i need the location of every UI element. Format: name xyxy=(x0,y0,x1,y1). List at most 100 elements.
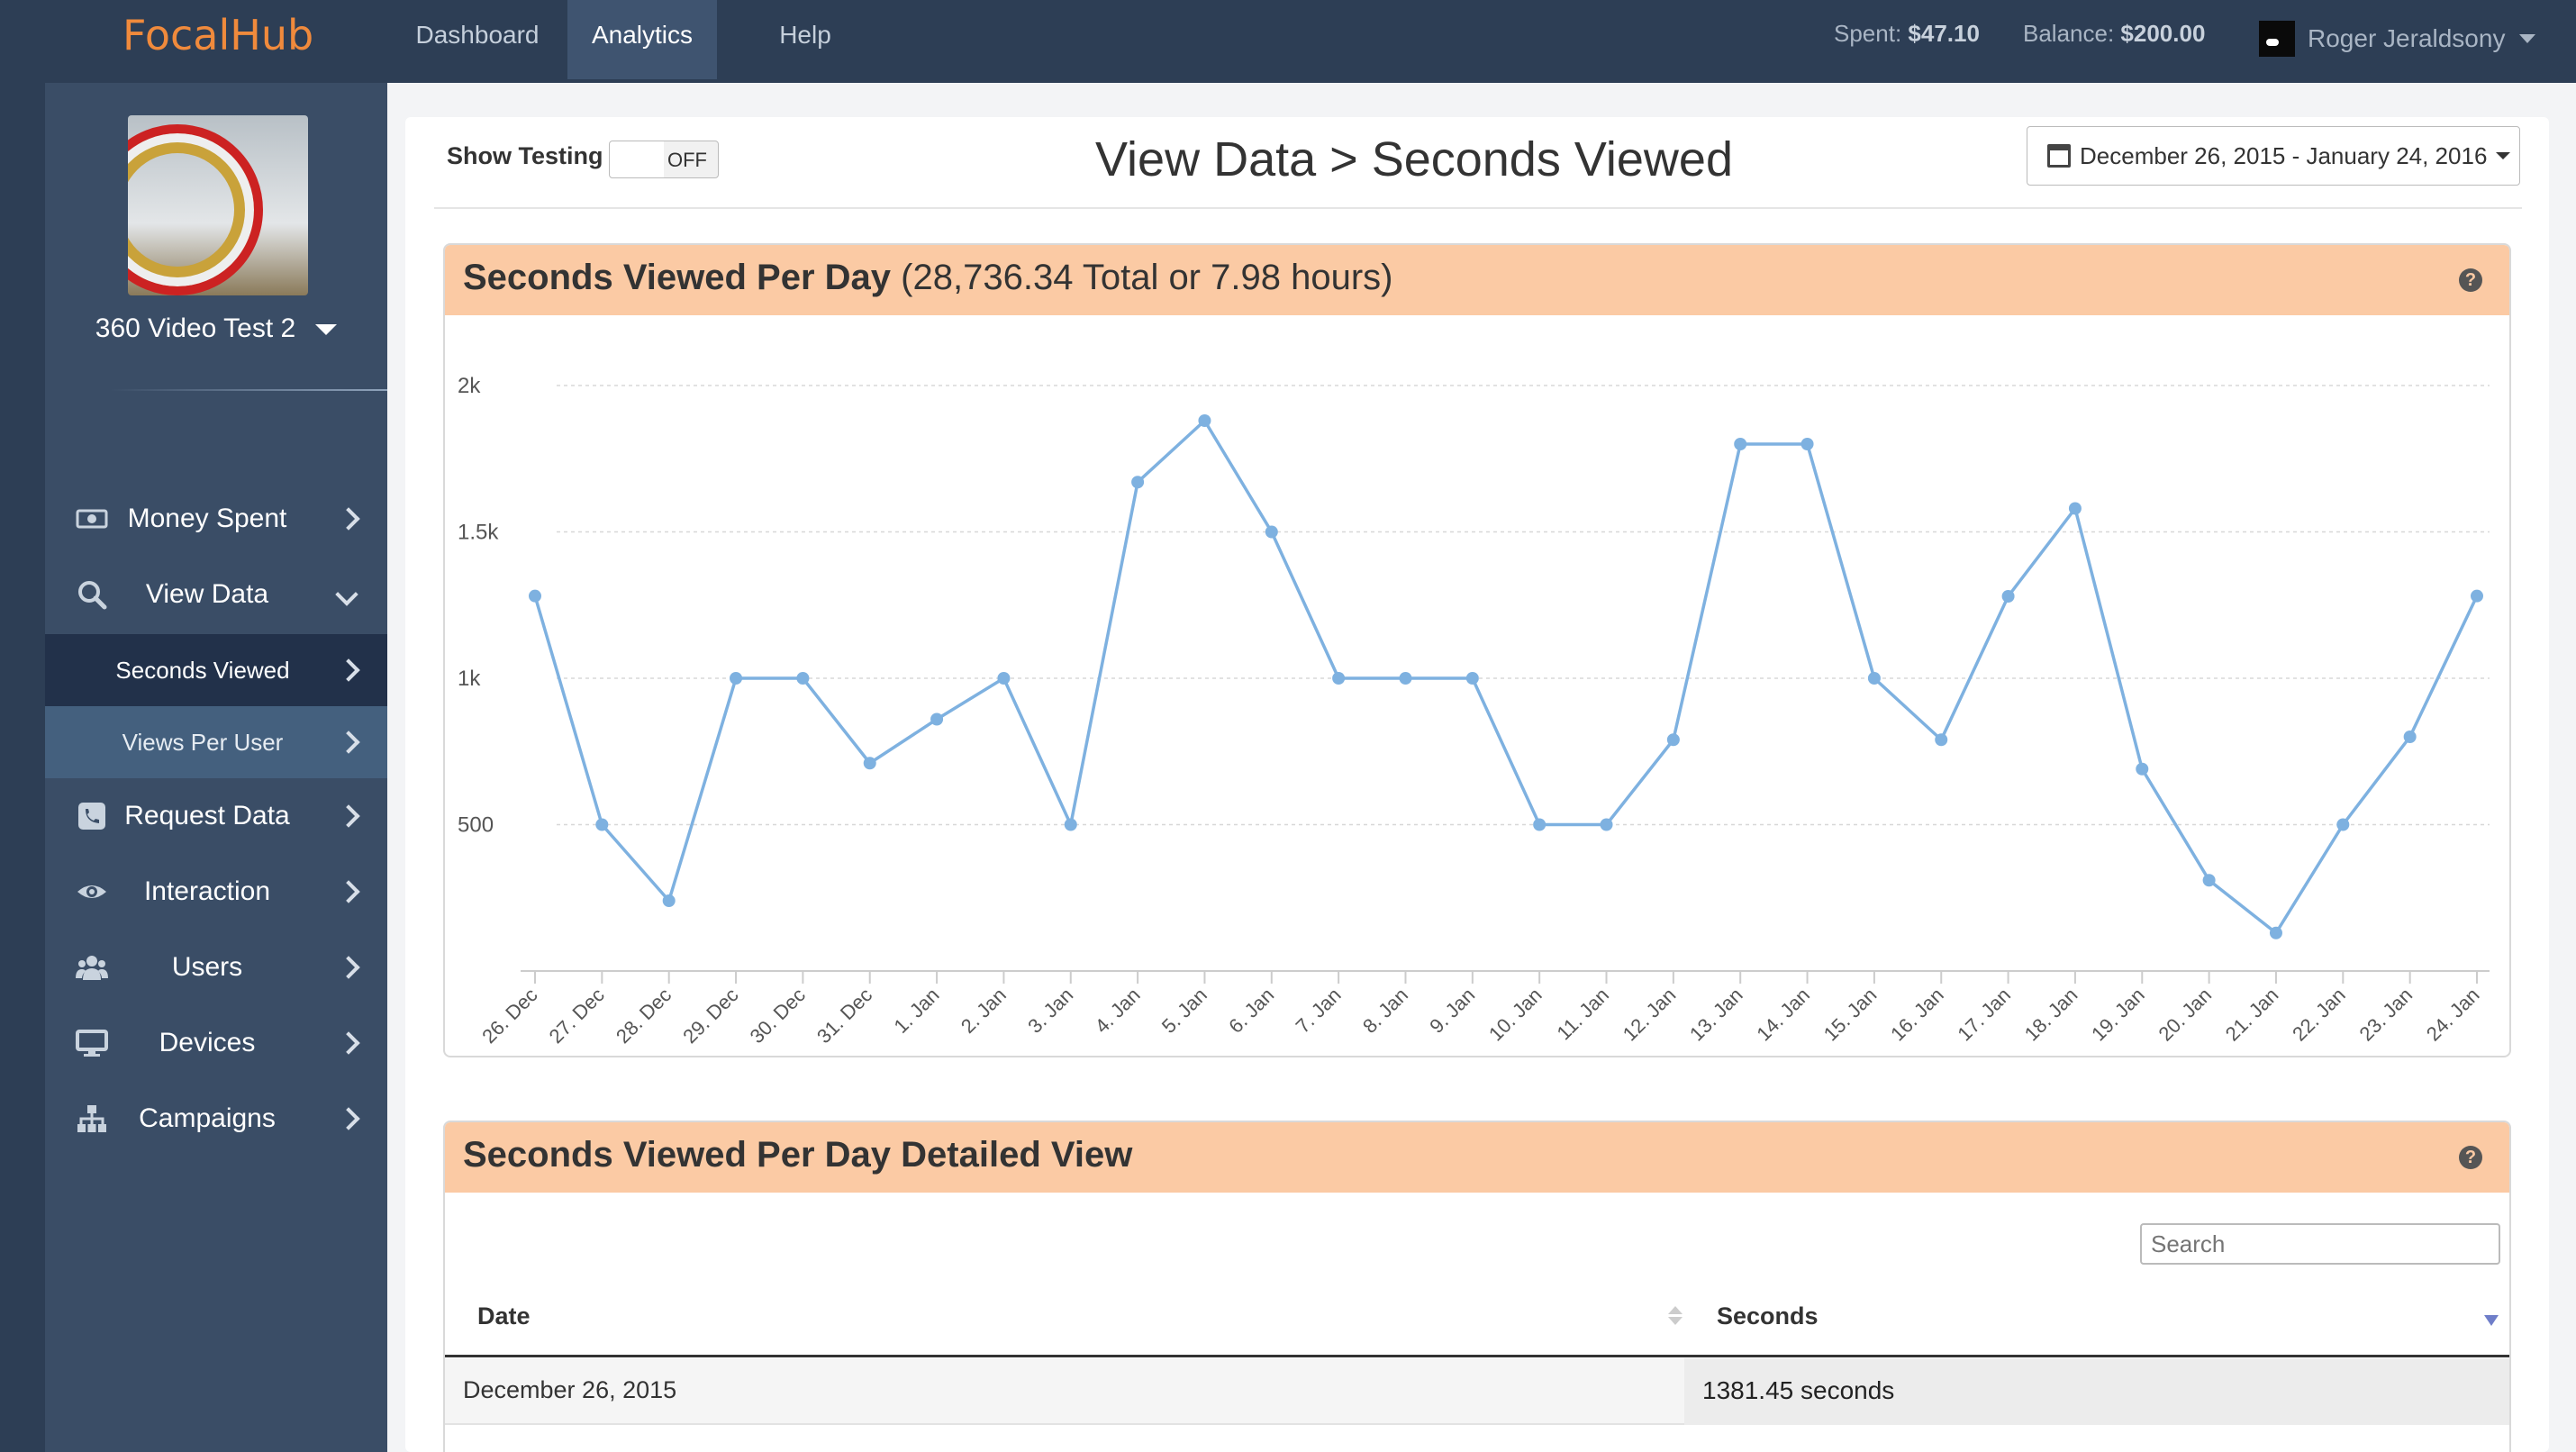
sidebar-item-request-data[interactable]: Request Data xyxy=(45,780,387,852)
data-point[interactable] xyxy=(662,894,676,907)
chevron-down-icon xyxy=(315,324,338,336)
data-point[interactable] xyxy=(1734,438,1747,450)
chart-panel-header: Seconds Viewed Per Day (28,736.34 Total … xyxy=(445,245,2509,315)
data-point[interactable] xyxy=(930,712,944,726)
sidebar-subitem-views-per-user[interactable]: Views Per User xyxy=(45,706,387,778)
data-point[interactable] xyxy=(2269,926,2282,939)
user-name: Roger Jeraldsony xyxy=(2308,24,2506,52)
sidebar-subitem-seconds-viewed[interactable]: Seconds Viewed xyxy=(45,634,387,706)
sidebar-item-label: View Data xyxy=(145,579,269,609)
x-tick-label: 19. Jan xyxy=(2087,984,2149,1046)
nav-tab-analytics[interactable]: Analytics xyxy=(567,0,717,79)
sidebar-item-label: Request Data xyxy=(124,801,290,830)
sidebar-item-campaigns[interactable]: Campaigns xyxy=(45,1083,387,1155)
spent-display: Spent: $47.10 xyxy=(1834,20,1980,48)
x-tick-label: 23. Jan xyxy=(2354,984,2417,1046)
data-point[interactable] xyxy=(1198,414,1211,427)
table-panel: Seconds Viewed Per Day Detailed View ? D… xyxy=(443,1121,2511,1452)
sidebar-item-label: Users xyxy=(171,952,243,982)
sidebar-item-devices[interactable]: Devices xyxy=(45,1007,387,1079)
data-point[interactable] xyxy=(1265,525,1278,539)
sort-desc-icon[interactable] xyxy=(1668,1317,1683,1325)
x-tick-label: 12. Jan xyxy=(1619,984,1681,1046)
x-tick-label: 27. Dec xyxy=(545,984,609,1048)
project-thumbnail xyxy=(128,115,308,295)
x-tick-label: 21. Jan xyxy=(2221,984,2283,1046)
data-point[interactable] xyxy=(796,672,810,685)
table-panel-header: Seconds Viewed Per Day Detailed View ? xyxy=(445,1122,2509,1193)
y-tick-label: 2k xyxy=(458,374,481,398)
x-tick-label: 5. Jan xyxy=(1157,984,1211,1038)
desktop-icon xyxy=(76,1030,108,1057)
data-point[interactable] xyxy=(2336,818,2350,831)
help-icon[interactable]: ? xyxy=(2459,1146,2482,1169)
column-header-seconds[interactable]: Seconds xyxy=(1717,1302,1819,1329)
data-point[interactable] xyxy=(2001,590,2015,603)
sort-desc-active-icon[interactable] xyxy=(2484,1315,2499,1326)
data-point[interactable] xyxy=(1533,818,1547,831)
user-menu[interactable]: Roger Jeraldsony xyxy=(2259,18,2536,59)
sidebar-item-label: Money Spent xyxy=(127,504,287,533)
series-line xyxy=(533,419,2479,935)
project-selector[interactable]: 360 Video Test 2 xyxy=(45,313,387,344)
main-area: Show Testing OFF View Data > Seconds Vie… xyxy=(387,83,2576,1452)
table-panel-title: Seconds Viewed Per Day Detailed View xyxy=(463,1135,1132,1175)
data-point[interactable] xyxy=(1666,733,1680,747)
spent-label: Spent: xyxy=(1834,20,1902,47)
data-point[interactable] xyxy=(2068,502,2082,515)
x-tick-label: 1. Jan xyxy=(890,984,944,1038)
nav-tab-dashboard[interactable]: Dashboard xyxy=(415,21,540,49)
chart-title-total: (28,736.34 Total or 7.98 hours) xyxy=(901,258,1393,297)
data-point[interactable] xyxy=(1867,672,1881,685)
sidebar-item-label: Campaigns xyxy=(139,1103,276,1133)
show-testing-toggle[interactable]: OFF xyxy=(609,141,719,178)
data-point[interactable] xyxy=(1935,733,1948,747)
calendar-icon xyxy=(2047,144,2071,168)
x-tick-label: 6. Jan xyxy=(1224,984,1278,1038)
sidebar-item-label: Devices xyxy=(159,1028,256,1057)
date-range-picker[interactable]: December 26, 2015 - January 24, 2016 xyxy=(2027,126,2520,186)
y-tick-label: 500 xyxy=(458,813,494,838)
data-point[interactable] xyxy=(1399,672,1412,685)
table-title-text: Seconds Viewed Per Day Detailed View xyxy=(463,1135,1133,1175)
help-icon[interactable]: ? xyxy=(2459,268,2482,292)
data-point[interactable] xyxy=(1332,672,1346,685)
date-range-value: December 26, 2015 - January 24, 2016 xyxy=(2080,141,2488,169)
data-point[interactable] xyxy=(2403,731,2417,743)
data-point[interactable] xyxy=(1600,818,1613,831)
x-tick-label: 11. Jan xyxy=(1552,984,1613,1045)
data-point[interactable] xyxy=(1465,672,1479,685)
data-point[interactable] xyxy=(730,672,743,685)
data-point[interactable] xyxy=(1064,818,1077,831)
sidebar-item-view-data[interactable]: View Data xyxy=(45,558,387,631)
sidebar-item-money-spent[interactable]: Money Spent xyxy=(45,483,387,555)
sidebar-subitem-label: Views Per User xyxy=(122,729,284,756)
x-tick-label: 14. Jan xyxy=(1752,984,1814,1046)
app-logo[interactable]: FocalHub xyxy=(122,11,314,59)
data-point[interactable] xyxy=(1131,476,1145,489)
sidebar-item-interaction[interactable]: Interaction xyxy=(45,856,387,928)
x-tick-label: 22. Jan xyxy=(2288,984,2350,1046)
users-icon xyxy=(76,956,108,980)
table-row: December 26, 2015 1381.45 seconds xyxy=(445,1358,2509,1425)
search-input[interactable] xyxy=(2140,1223,2500,1265)
data-point[interactable] xyxy=(863,757,876,770)
x-tick-label: 10. Jan xyxy=(1484,984,1547,1046)
nav-tab-help[interactable]: Help xyxy=(779,21,831,49)
chevron-down-icon xyxy=(2496,152,2511,159)
data-point[interactable] xyxy=(997,672,1011,685)
data-point[interactable] xyxy=(1800,438,1814,450)
data-point[interactable] xyxy=(529,589,541,603)
content-card: Show Testing OFF View Data > Seconds Vie… xyxy=(405,117,2549,1452)
sort-asc-icon[interactable] xyxy=(1668,1306,1683,1314)
data-point[interactable] xyxy=(595,818,609,831)
sidebar-item-users[interactable]: Users xyxy=(45,931,387,1003)
x-tick-label: 29. Dec xyxy=(678,984,742,1048)
data-point[interactable] xyxy=(2471,589,2483,603)
data-point[interactable] xyxy=(2202,874,2216,887)
ferris-wheel-image xyxy=(128,124,263,295)
data-point[interactable] xyxy=(2136,762,2149,776)
header-divider xyxy=(434,207,2522,209)
column-header-date[interactable]: Date xyxy=(477,1302,531,1329)
